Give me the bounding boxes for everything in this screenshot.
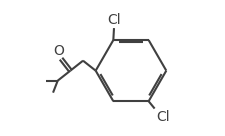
Text: Cl: Cl	[155, 110, 169, 124]
Text: Cl: Cl	[107, 13, 120, 27]
Text: O: O	[53, 44, 63, 58]
